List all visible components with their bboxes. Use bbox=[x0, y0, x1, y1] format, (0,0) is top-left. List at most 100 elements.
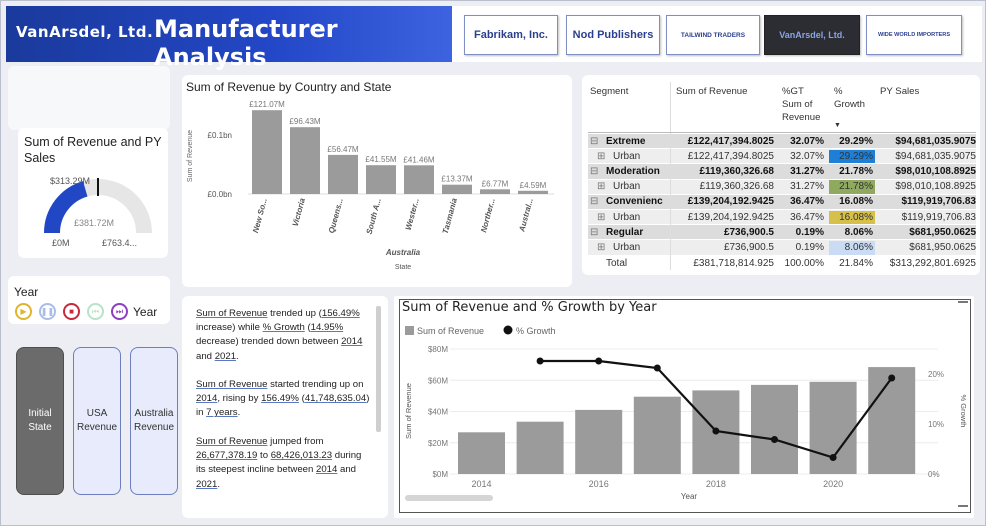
expand-icon[interactable]: ⊞ bbox=[597, 241, 606, 253]
play-icon[interactable]: ▶ bbox=[15, 303, 32, 320]
collapse-icon[interactable]: ⊟ bbox=[590, 226, 599, 238]
bar-7[interactable] bbox=[518, 190, 548, 194]
combo-bar-2016[interactable] bbox=[575, 409, 623, 474]
manufacturer-button-nod[interactable]: Nod Publishers bbox=[566, 15, 660, 55]
bar-value-label: £6.77M bbox=[482, 179, 509, 188]
narrative-value-link[interactable]: 2014 bbox=[196, 393, 218, 405]
manufacturer-button-wideworld[interactable]: WIDE WORLD IMPORTERS bbox=[866, 15, 962, 55]
bookmark-button-usa-revenue[interactable]: USA Revenue bbox=[73, 347, 121, 495]
narrative-value-link[interactable]: 2021 bbox=[196, 478, 218, 490]
matrix-row[interactable] bbox=[588, 134, 976, 150]
expand-icon[interactable]: ⊞ bbox=[597, 211, 606, 223]
matrix-row[interactable] bbox=[588, 210, 976, 226]
growth-point-4[interactable] bbox=[771, 436, 778, 443]
growth-point-6[interactable] bbox=[888, 374, 896, 382]
bar-3[interactable] bbox=[366, 165, 396, 194]
growth-point-1[interactable] bbox=[595, 357, 603, 365]
matrix-cell-revenue: £122,417,394.8025 bbox=[687, 150, 774, 162]
narrative-value-link[interactable]: Sum of Revenue bbox=[196, 436, 268, 447]
narrative-text: jumped from bbox=[267, 436, 324, 447]
combo-bar-2019[interactable] bbox=[751, 384, 798, 474]
matrix-row-label: Extreme bbox=[606, 135, 646, 147]
narrative-value-link[interactable]: % Growth bbox=[262, 322, 305, 334]
gauge-chart[interactable] bbox=[40, 178, 156, 240]
combo-bar-2017[interactable] bbox=[633, 396, 681, 474]
matrix-header-py-sales[interactable]: PY Sales bbox=[880, 86, 920, 97]
combo-y-axis-title: Sum of Revenue bbox=[404, 383, 413, 439]
bar-category-label: Wester... bbox=[404, 197, 421, 231]
stop-icon[interactable]: ■ bbox=[63, 303, 80, 320]
narrative-value-link[interactable]: 156.49% bbox=[261, 393, 299, 405]
combo-y2-tick: 20% bbox=[928, 370, 944, 379]
bar-value-label: £13.37M bbox=[441, 175, 472, 184]
bar-chart[interactable]: Sum of Revenue £0.1bn £0.0bn £121.07M New… bbox=[182, 98, 572, 278]
combo-bar-2014[interactable] bbox=[458, 432, 505, 474]
growth-point-0[interactable] bbox=[536, 357, 544, 365]
manufacturer-button-fabrikam[interactable]: Fabrikam, Inc. bbox=[464, 15, 558, 55]
matrix-header-segment[interactable]: Segment bbox=[590, 86, 629, 97]
narrative-paragraph-2: Sum of Revenue started trending up on 20… bbox=[196, 378, 372, 421]
previous-icon[interactable]: ⏮ bbox=[87, 303, 104, 320]
bar-0[interactable] bbox=[252, 110, 282, 194]
matrix-row[interactable] bbox=[588, 225, 976, 241]
narrative-value-link[interactable]: 41,748,635.04 bbox=[304, 393, 367, 405]
growth-point-5[interactable] bbox=[829, 454, 837, 461]
bookmark-button-initial-state[interactable]: Initial State bbox=[16, 347, 64, 495]
combo-y-tick: $60M bbox=[428, 376, 448, 385]
bar-5[interactable] bbox=[442, 184, 472, 194]
matrix-row[interactable] bbox=[588, 240, 976, 256]
matrix-row[interactable] bbox=[588, 194, 976, 210]
combo-y2-axis-title: % Growth bbox=[959, 395, 968, 428]
narrative-value-link[interactable]: Sum of Revenue bbox=[196, 308, 268, 319]
narrative-text: ( bbox=[298, 393, 305, 405]
matrix-header-growth[interactable]: % Growth bbox=[834, 86, 865, 110]
page-title: Manufacturer Analysis bbox=[154, 15, 338, 71]
collapse-icon[interactable]: ⊟ bbox=[590, 135, 599, 147]
bookmark-button-australia-revenue[interactable]: Australia Revenue bbox=[130, 347, 178, 495]
bar-value-label: £56.47M bbox=[327, 145, 358, 154]
matrix-row[interactable] bbox=[588, 149, 976, 165]
growth-point-2[interactable] bbox=[653, 364, 661, 372]
pause-icon[interactable]: ❚❚ bbox=[39, 303, 56, 320]
brand-logo-text: VanArsdel, Ltd. bbox=[16, 23, 154, 41]
collapse-icon[interactable]: ⊟ bbox=[590, 196, 599, 208]
narrative-value-link[interactable]: 2014 bbox=[341, 336, 363, 348]
matrix-row[interactable] bbox=[588, 179, 976, 195]
expand-icon[interactable]: ⊞ bbox=[597, 181, 606, 193]
bookmark-label: Australia Revenue bbox=[133, 408, 175, 433]
matrix-row-label: Urban bbox=[613, 150, 641, 162]
matrix-header-divider bbox=[588, 132, 976, 133]
bar-1[interactable] bbox=[290, 127, 320, 194]
narrative-value-link[interactable]: 7 years bbox=[206, 407, 238, 419]
narrative-value-link[interactable]: 68,426,013.23 bbox=[270, 450, 333, 462]
matrix-header-revenue[interactable]: Sum of Revenue bbox=[676, 86, 748, 97]
bar-value-label: £41.46M bbox=[403, 155, 434, 164]
combo-bar-2021[interactable] bbox=[868, 367, 916, 474]
combo-horizontal-scrollbar[interactable] bbox=[405, 495, 493, 501]
bar-4[interactable] bbox=[404, 165, 434, 194]
combo-x-tick: 2018 bbox=[706, 479, 726, 489]
growth-point-3[interactable] bbox=[712, 427, 720, 435]
manufacturer-button-tailwind[interactable]: TAILWIND TRADERS bbox=[666, 15, 760, 55]
narrative-value-link[interactable]: Sum of Revenue bbox=[196, 379, 268, 390]
matrix-row[interactable] bbox=[588, 164, 976, 180]
matrix-cell-revenue: £139,204,192.9425 bbox=[687, 211, 774, 223]
combo-bar-2015[interactable] bbox=[516, 421, 564, 474]
matrix-header-gt[interactable]: %GT Sum of Revenue bbox=[782, 86, 821, 123]
matrix-cell-gt: 0.19% bbox=[795, 226, 824, 238]
narrative-value-link[interactable]: 2021 bbox=[214, 350, 237, 362]
narrative-value-link[interactable]: 2014 bbox=[316, 464, 338, 476]
narrative-value-link[interactable]: 14.95% bbox=[310, 322, 344, 334]
bar-2[interactable] bbox=[328, 154, 358, 194]
next-icon[interactable]: ⏭ bbox=[111, 303, 128, 320]
collapse-icon[interactable]: ⊟ bbox=[590, 165, 599, 177]
matrix-cell-growth: 29.29% bbox=[829, 149, 875, 164]
combo-chart[interactable]: Sum of Revenue % Growth Sum of Revenue %… bbox=[398, 316, 974, 516]
narrative-value-link[interactable]: 156.49% bbox=[321, 308, 360, 319]
narrative-value-link[interactable]: 26,677,378.19 bbox=[196, 450, 258, 462]
narrative-scrollbar[interactable] bbox=[376, 306, 381, 432]
bar-6[interactable] bbox=[480, 189, 510, 194]
manufacturer-button-vanarsdel[interactable]: VanArsdel, Ltd. bbox=[764, 15, 860, 55]
sort-descending-icon[interactable]: ▼ bbox=[834, 122, 841, 129]
expand-icon[interactable]: ⊞ bbox=[597, 150, 606, 162]
